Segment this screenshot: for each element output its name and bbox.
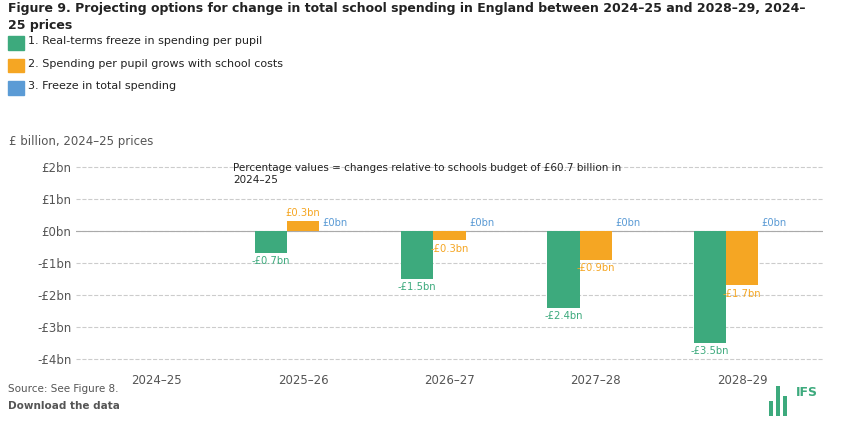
Bar	[548, 231, 580, 308]
Bar	[769, 401, 773, 416]
Bar	[783, 396, 787, 416]
Text: -£0.7bn: -£0.7bn	[252, 257, 290, 266]
Text: £0bn: £0bn	[762, 218, 787, 228]
Text: -£3.5bn: -£3.5bn	[690, 346, 729, 357]
Text: 1. Real-terms freeze in spending per pupil: 1. Real-terms freeze in spending per pup…	[28, 36, 262, 46]
Text: -£1.7bn: -£1.7bn	[722, 289, 762, 298]
Text: -£2.4bn: -£2.4bn	[544, 311, 583, 321]
Text: Download the data: Download the data	[8, 401, 120, 411]
Text: -£0.3bn: -£0.3bn	[430, 244, 469, 254]
Text: Figure 9. Projecting options for change in total school spending in England betw: Figure 9. Projecting options for change …	[8, 2, 806, 15]
Text: 25 prices: 25 prices	[8, 19, 73, 32]
Text: IFS: IFS	[796, 385, 818, 399]
Text: £0bn: £0bn	[469, 218, 494, 228]
Text: -£0.9bn: -£0.9bn	[577, 263, 615, 273]
Bar	[433, 231, 466, 240]
Text: £0bn: £0bn	[323, 218, 348, 228]
Text: Source: See Figure 8.: Source: See Figure 8.	[8, 384, 119, 394]
Text: 3. Freeze in total spending: 3. Freeze in total spending	[28, 81, 176, 91]
Text: £0bn: £0bn	[616, 218, 640, 228]
Text: Percentage values = changes relative to schools budget of £60.7 billion in
2024–: Percentage values = changes relative to …	[233, 163, 622, 185]
Bar	[401, 231, 433, 279]
Text: £0.3bn: £0.3bn	[286, 208, 321, 218]
Bar	[255, 231, 287, 253]
Bar	[287, 221, 319, 231]
Text: 2. Spending per pupil grows with school costs: 2. Spending per pupil grows with school …	[28, 59, 283, 69]
Bar	[776, 386, 780, 416]
Text: £ billion, 2024–25 prices: £ billion, 2024–25 prices	[9, 135, 153, 148]
Bar	[580, 231, 612, 259]
Bar	[726, 231, 758, 285]
Text: -£1.5bn: -£1.5bn	[398, 282, 437, 292]
Bar	[694, 231, 726, 343]
